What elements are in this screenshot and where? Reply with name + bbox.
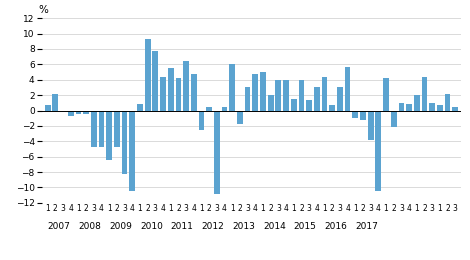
Bar — [452, 107, 458, 110]
Bar — [422, 77, 427, 110]
Text: 2012: 2012 — [202, 222, 224, 231]
Bar — [114, 110, 120, 147]
Bar — [260, 72, 266, 110]
Bar — [329, 105, 335, 110]
Bar — [352, 110, 358, 118]
Text: 2007: 2007 — [48, 222, 70, 231]
Text: 2015: 2015 — [294, 222, 317, 231]
Bar — [214, 110, 220, 193]
Bar — [45, 105, 51, 110]
Text: 2008: 2008 — [78, 222, 102, 231]
Bar — [406, 103, 412, 110]
Bar — [206, 107, 212, 110]
Bar — [245, 87, 251, 110]
Bar — [437, 105, 443, 110]
Bar — [83, 110, 89, 114]
Bar — [183, 61, 189, 110]
Bar — [99, 110, 104, 147]
Bar — [106, 110, 112, 160]
Bar — [145, 39, 150, 110]
Bar — [345, 67, 351, 110]
Bar — [168, 68, 173, 110]
Bar — [391, 110, 397, 127]
Bar — [321, 77, 328, 110]
Bar — [306, 100, 312, 110]
Bar — [175, 78, 181, 110]
Bar — [222, 107, 227, 110]
Bar — [429, 103, 435, 110]
Text: 2009: 2009 — [110, 222, 132, 231]
Bar — [68, 110, 74, 116]
Bar — [91, 110, 97, 147]
Bar — [283, 80, 289, 110]
Bar — [268, 95, 274, 110]
Bar — [314, 87, 320, 110]
Bar — [137, 104, 143, 110]
Bar — [229, 64, 235, 110]
Bar — [399, 103, 404, 110]
Text: 2014: 2014 — [263, 222, 286, 231]
Text: 2010: 2010 — [140, 222, 163, 231]
Text: %: % — [38, 4, 48, 15]
Bar — [291, 99, 297, 110]
Bar — [53, 94, 58, 110]
Bar — [191, 74, 196, 110]
Bar — [445, 94, 450, 110]
Bar — [298, 80, 304, 110]
Bar — [383, 78, 389, 110]
Bar — [368, 110, 374, 140]
Bar — [76, 110, 81, 114]
Bar — [199, 110, 204, 130]
Text: 2016: 2016 — [325, 222, 347, 231]
Bar — [160, 77, 166, 110]
Bar — [237, 110, 243, 124]
Bar — [376, 110, 381, 191]
Bar — [337, 87, 343, 110]
Bar — [414, 95, 420, 110]
Bar — [129, 110, 135, 191]
Bar — [360, 110, 366, 120]
Text: 2011: 2011 — [171, 222, 194, 231]
Bar — [275, 80, 281, 110]
Bar — [252, 74, 258, 110]
Bar — [122, 110, 127, 174]
Text: 2017: 2017 — [355, 222, 378, 231]
Bar — [152, 50, 158, 110]
Text: 2013: 2013 — [232, 222, 255, 231]
